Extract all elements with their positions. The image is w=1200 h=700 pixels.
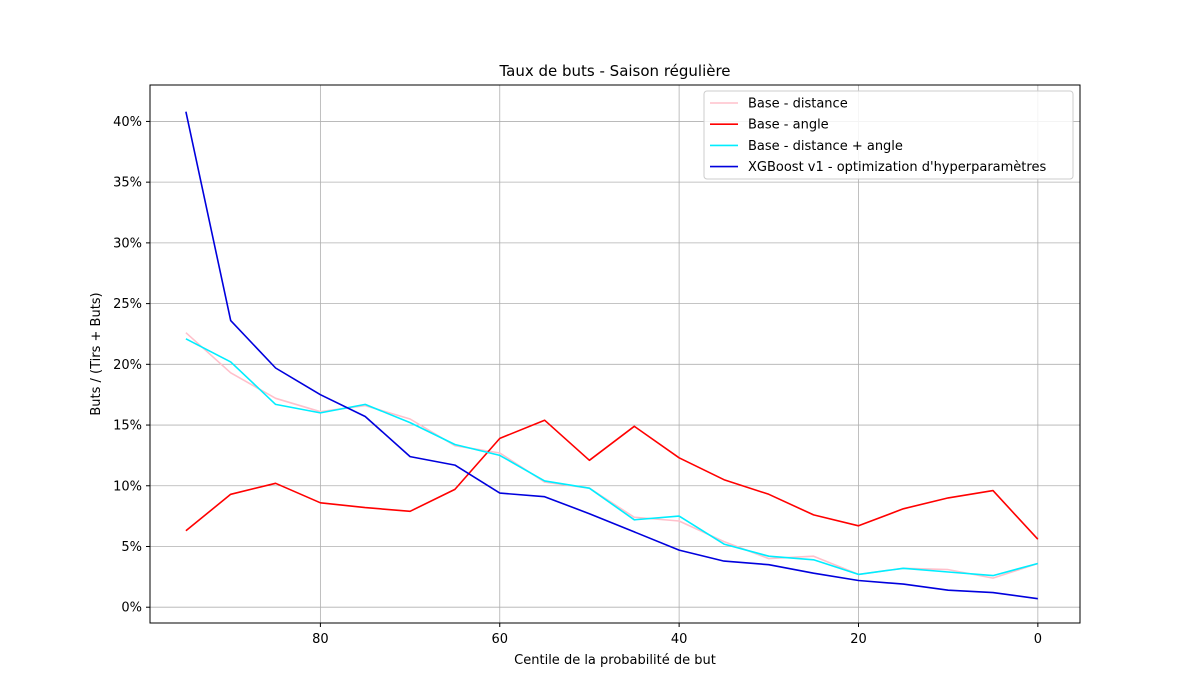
- y-tick-label: 10%: [113, 479, 142, 494]
- x-tick-label: 20: [850, 632, 867, 647]
- x-tick-label: 80: [312, 632, 329, 647]
- legend: Base - distance Base - angle Base - distan…: [703, 90, 1074, 180]
- legend-label: Base - distance: [748, 97, 848, 112]
- x-tick-label: 60: [491, 632, 508, 647]
- axes: 80 60 40 20 0 0% 5% 10% 15% 20% 25% 30% 35% 40%: [113, 115, 1042, 647]
- series-line-4: [185, 111, 1038, 600]
- y-axis-title: Buts / (Tirs + Buts): [89, 292, 104, 415]
- y-tick-label: 20%: [113, 358, 142, 373]
- y-tick-label: 0%: [121, 601, 142, 616]
- y-tick-label: 40%: [113, 115, 142, 130]
- y-tick-label: 35%: [113, 176, 142, 191]
- series-line-1: [185, 332, 1039, 579]
- y-tick-label: 25%: [113, 297, 142, 312]
- series-line-3: [185, 338, 1039, 577]
- chart-title: Taux de buts - Saison régulière: [498, 62, 730, 80]
- legend-label: Base - angle: [748, 118, 829, 133]
- y-tick-label: 5%: [121, 540, 142, 555]
- series-lines: [185, 111, 1039, 600]
- x-tick-label: 40: [671, 632, 688, 647]
- plot-area-frame: [149, 84, 1081, 624]
- y-tick-label: 15%: [113, 419, 142, 434]
- series-line-2: [185, 419, 1039, 540]
- legend-box: [703, 90, 1074, 180]
- x-axis-title: Centile de la probabilité de but: [514, 653, 716, 668]
- legend-label: XGBoost v1 - optimization d'hyperparamèt…: [748, 160, 1046, 175]
- x-tick-label: 0: [1034, 632, 1042, 647]
- legend-label: Base - distance + angle: [748, 139, 903, 154]
- y-tick-label: 30%: [113, 236, 142, 251]
